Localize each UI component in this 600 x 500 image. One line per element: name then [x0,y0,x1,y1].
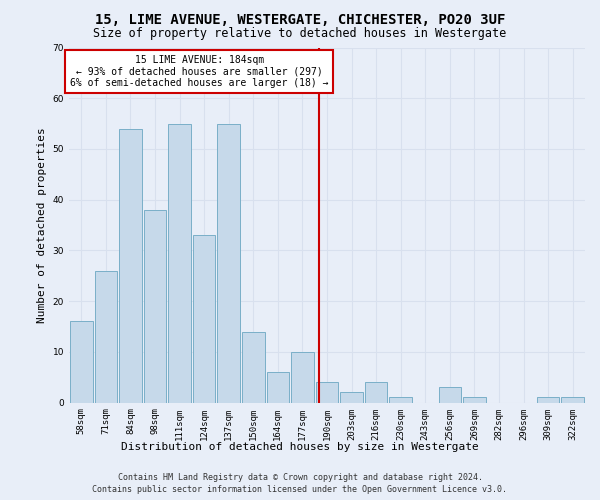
Bar [119,128,142,402]
Text: 15, LIME AVENUE, WESTERGATE, CHICHESTER, PO20 3UF: 15, LIME AVENUE, WESTERGATE, CHICHESTER,… [95,12,505,26]
Bar [365,382,388,402]
Bar [439,388,461,402]
Bar [537,398,559,402]
Bar [95,270,117,402]
Bar [316,382,338,402]
Bar [70,322,92,402]
Text: 15 LIME AVENUE: 184sqm
← 93% of detached houses are smaller (297)
6% of semi-det: 15 LIME AVENUE: 184sqm ← 93% of detached… [70,55,328,88]
Bar [340,392,363,402]
Text: Size of property relative to detached houses in Westergate: Size of property relative to detached ho… [94,28,506,40]
Bar [242,332,265,402]
Text: Contains HM Land Registry data © Crown copyright and database right 2024.: Contains HM Land Registry data © Crown c… [118,472,482,482]
Text: Contains public sector information licensed under the Open Government Licence v3: Contains public sector information licen… [92,485,508,494]
Bar [389,398,412,402]
Bar [143,210,166,402]
Bar [168,124,191,402]
Bar [266,372,289,402]
Text: Distribution of detached houses by size in Westergate: Distribution of detached houses by size … [121,442,479,452]
Bar [463,398,486,402]
Bar [193,235,215,402]
Bar [562,398,584,402]
Y-axis label: Number of detached properties: Number of detached properties [37,127,47,323]
Bar [217,124,240,402]
Bar [291,352,314,403]
